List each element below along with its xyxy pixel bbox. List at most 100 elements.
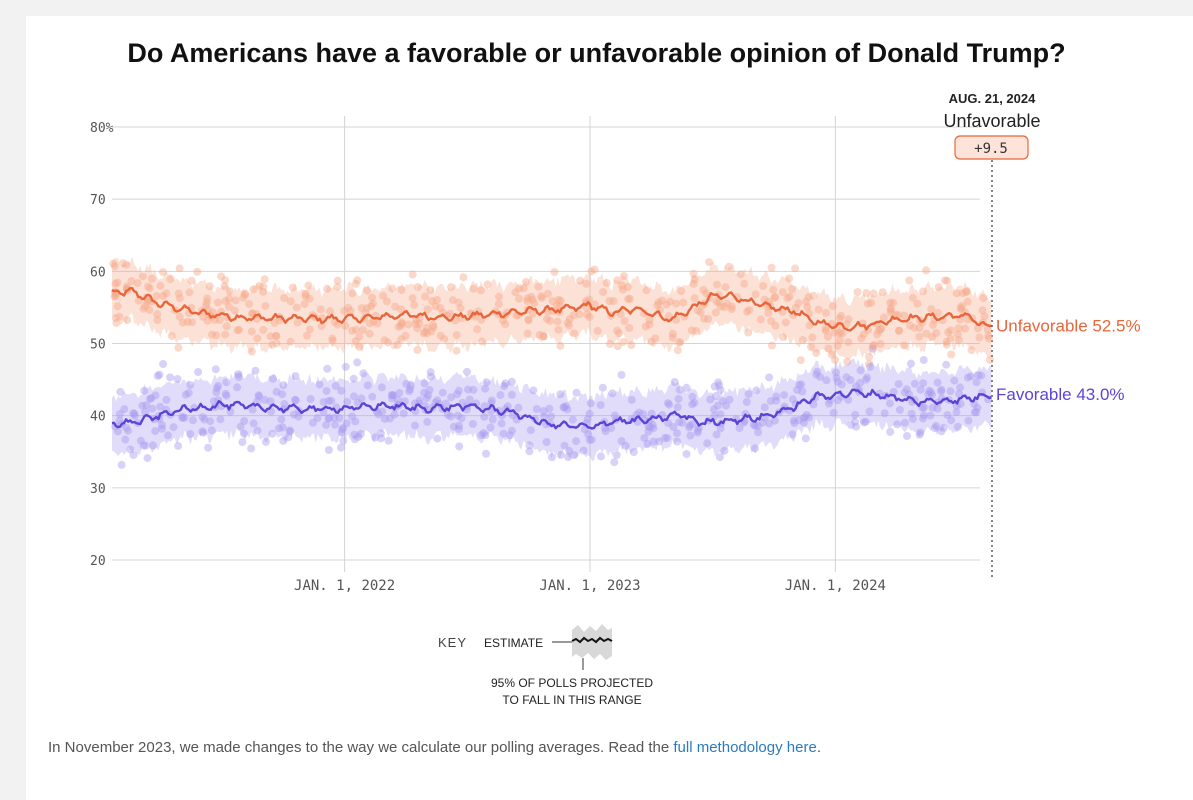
poll-dot	[363, 304, 371, 313]
poll-dot	[175, 312, 184, 321]
poll-dot	[412, 316, 421, 325]
poll-dot	[366, 319, 374, 328]
poll-dot	[526, 426, 535, 435]
poll-dot	[831, 355, 840, 364]
poll-dot	[431, 302, 440, 311]
poll-dot	[463, 367, 471, 376]
poll-dot	[853, 288, 862, 297]
poll-dot	[469, 385, 478, 394]
poll-dot	[349, 392, 358, 401]
poll-dot	[279, 436, 288, 445]
poll-dot	[330, 413, 339, 422]
poll-dot	[342, 419, 351, 428]
poll-dot	[481, 384, 490, 393]
poll-dot	[499, 316, 507, 325]
poll-dot	[327, 396, 336, 405]
poll-dot	[932, 421, 940, 430]
estimate-lines	[111, 287, 992, 430]
poll-dot	[203, 316, 212, 325]
poll-dot	[740, 279, 749, 288]
poll-dot	[869, 289, 878, 298]
poll-dot	[528, 309, 537, 318]
poll-dot	[919, 403, 928, 412]
poll-dot	[610, 458, 619, 467]
poll-dot	[525, 441, 534, 450]
poll-dot	[247, 347, 256, 356]
poll-dot	[584, 430, 593, 439]
poll-dot	[255, 392, 264, 401]
poll-dot	[115, 410, 124, 418]
poll-dot	[344, 303, 353, 312]
poll-dot	[646, 423, 655, 432]
poll-dot	[438, 388, 447, 397]
poll-dot	[376, 429, 385, 438]
poll-dot	[687, 326, 696, 335]
poll-dot	[880, 409, 889, 418]
poll-dot	[724, 262, 733, 271]
poll-dot	[203, 294, 212, 303]
poll-dot	[337, 386, 346, 395]
poll-dot	[905, 276, 914, 285]
poll-dot	[166, 275, 175, 284]
poll-dot	[706, 395, 715, 404]
poll-dot	[178, 318, 187, 327]
poll-dot	[946, 334, 955, 343]
poll-dot	[410, 300, 419, 309]
poll-dot	[556, 390, 565, 399]
poll-dot	[720, 446, 729, 455]
poll-dot	[350, 430, 359, 439]
poll-dot	[199, 428, 208, 437]
poll-dot	[405, 387, 414, 396]
poll-dot	[869, 341, 878, 350]
poll-dot	[794, 299, 803, 308]
poll-dot	[141, 302, 150, 311]
poll-dot	[367, 302, 376, 311]
poll-dot	[977, 371, 986, 380]
poll-dot	[857, 334, 866, 343]
poll-dot	[207, 426, 216, 435]
poll-dot	[514, 403, 523, 412]
poll-dot	[788, 430, 797, 439]
poll-dot	[339, 436, 348, 445]
key-estimate-swatch	[571, 636, 613, 644]
poll-dot	[422, 323, 431, 332]
poll-dot	[386, 414, 394, 423]
poll-dot	[248, 405, 257, 414]
poll-dot	[507, 390, 516, 399]
poll-dot	[285, 426, 294, 435]
poll-dot	[415, 319, 424, 328]
poll-dot	[643, 439, 652, 448]
poll-dot	[388, 284, 397, 293]
poll-dot	[433, 434, 442, 443]
poll-dot	[767, 263, 776, 272]
poll-dot	[469, 284, 478, 293]
poll-dot	[452, 331, 461, 340]
poll-dot	[202, 301, 210, 310]
poll-dot	[304, 281, 313, 290]
poll-dot	[802, 297, 811, 306]
poll-dot	[355, 342, 364, 351]
poll-dot	[476, 286, 485, 295]
methodology-link[interactable]: full methodology here	[673, 739, 817, 756]
poll-dot	[727, 302, 736, 311]
poll-dot	[291, 372, 300, 381]
poll-dot	[561, 402, 570, 411]
poll-dot	[486, 423, 495, 432]
poll-dot	[253, 426, 262, 435]
poll-dot	[583, 310, 592, 319]
poll-dot	[607, 424, 616, 433]
poll-dot	[253, 334, 262, 343]
poll-dot	[212, 331, 221, 340]
poll-dot	[335, 414, 344, 423]
poll-dot	[482, 449, 490, 458]
poll-dot	[705, 258, 713, 267]
poll-dot	[214, 381, 223, 390]
poll-dot	[449, 422, 458, 431]
poll-dot	[795, 380, 804, 389]
poll-dot	[930, 424, 939, 433]
poll-dot	[316, 305, 325, 314]
poll-dot	[423, 305, 432, 314]
poll-dot	[240, 417, 249, 425]
poll-dot	[823, 332, 832, 341]
